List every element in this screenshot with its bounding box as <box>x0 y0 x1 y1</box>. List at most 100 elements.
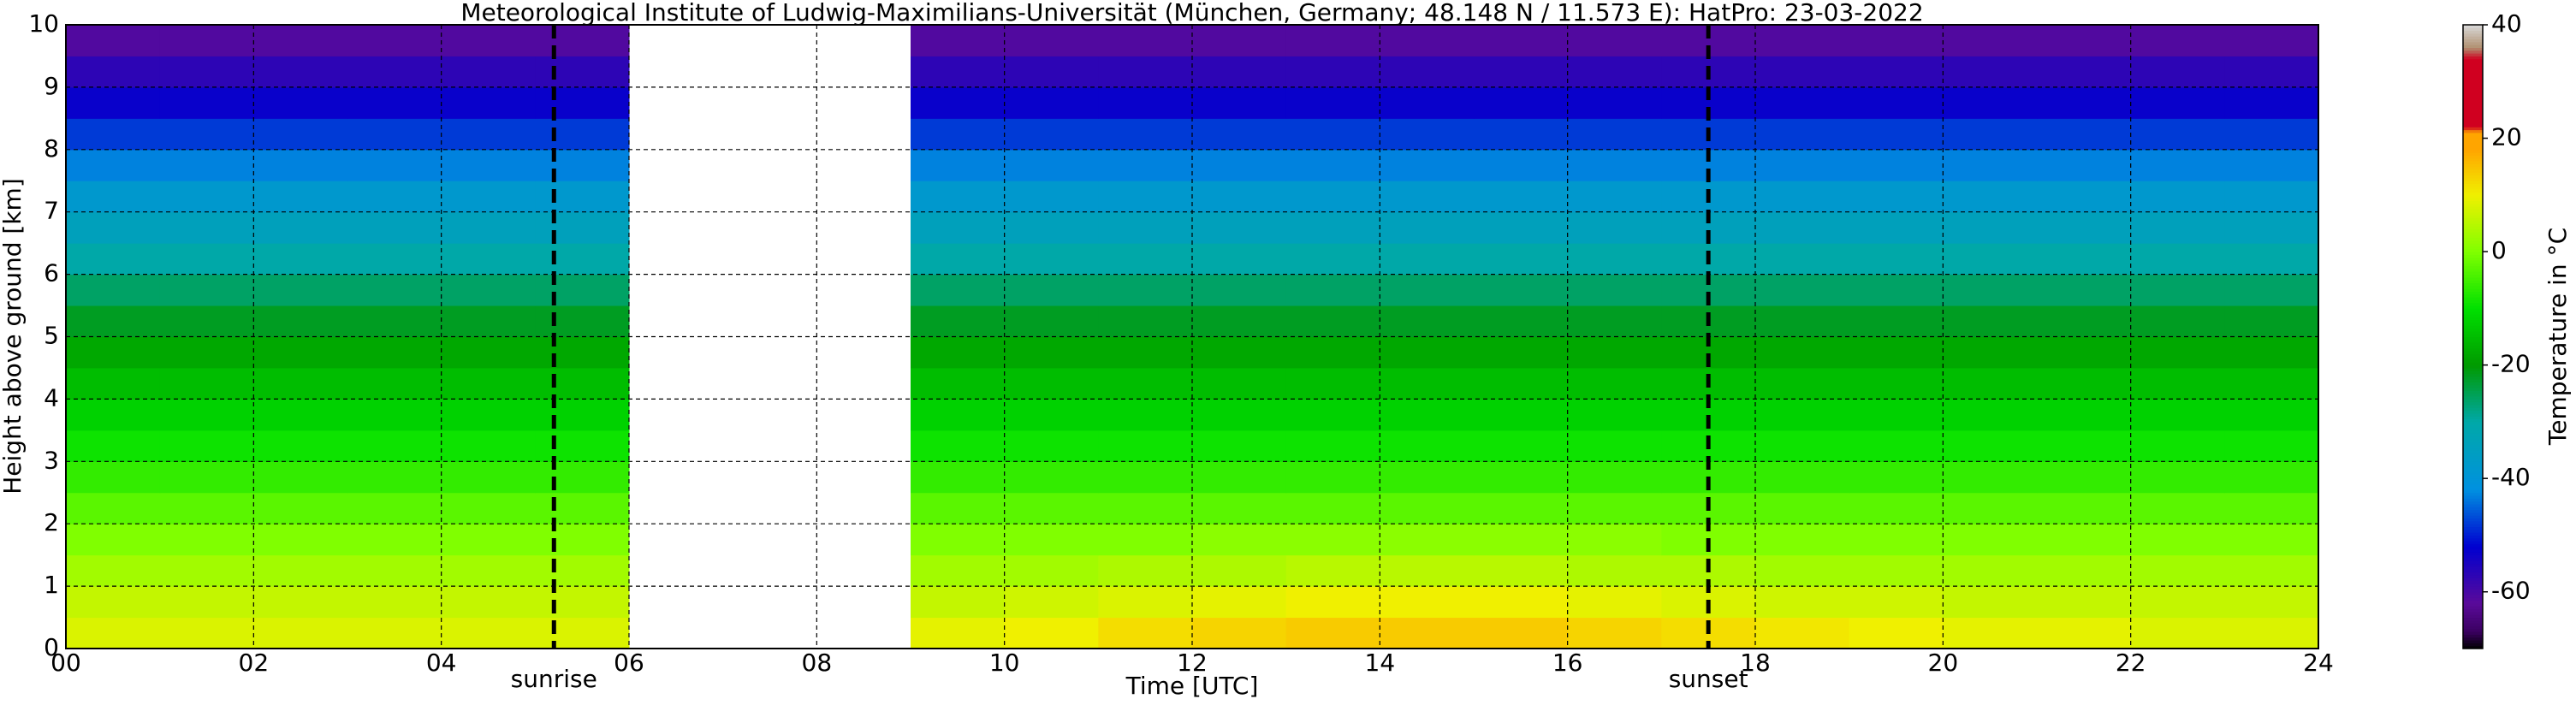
colorbar-segment <box>2463 526 2483 530</box>
heatmap-cell <box>1004 181 1099 213</box>
heatmap-cell <box>1474 149 1569 181</box>
heatmap-cell <box>2037 586 2132 619</box>
heatmap-cell <box>1567 554 1662 587</box>
colorbar-segment <box>2463 461 2483 465</box>
heatmap-cell <box>66 305 161 337</box>
heatmap-cell <box>1380 243 1475 275</box>
colorbar-segment <box>2463 637 2483 641</box>
chart-title: Meteorological Institute of Ludwig-Maxim… <box>460 0 1923 27</box>
heatmap-cell <box>1285 211 1380 244</box>
heatmap-cell <box>2130 56 2225 88</box>
heatmap-cell <box>911 492 1006 524</box>
heatmap-cell <box>1943 617 2038 649</box>
colorbar-segment <box>2463 308 2483 312</box>
heatmap-cell <box>253 617 348 649</box>
heatmap-cell <box>1849 181 1944 213</box>
heatmap-cell <box>1098 554 1193 587</box>
heatmap-cell <box>441 149 536 181</box>
heatmap-cell <box>1285 56 1380 88</box>
heatmap-cell <box>1380 617 1475 649</box>
colorbar-segment <box>2463 441 2483 445</box>
heatmap-cell <box>1474 492 1569 524</box>
colorbar-segment <box>2463 424 2483 429</box>
heatmap-cell <box>159 617 254 649</box>
heatmap-cell <box>441 586 536 619</box>
colorbar-tick-label: -40 <box>2491 463 2531 491</box>
heatmap-cell <box>1474 56 1569 88</box>
heatmap-cell <box>2037 430 2132 462</box>
heatmap-cell <box>159 554 254 587</box>
x-tick-label: 06 <box>614 649 644 677</box>
heatmap-cell <box>1192 56 1287 88</box>
heatmap-cell <box>1098 274 1193 306</box>
colorbar-segment <box>2463 574 2483 578</box>
heatmap-cell <box>1849 524 1944 556</box>
colorbar-segment <box>2463 645 2483 649</box>
heatmap-cell <box>535 118 630 151</box>
heatmap-cell <box>1474 617 1569 649</box>
heatmap-cell <box>1098 492 1193 524</box>
heatmap-cell <box>1943 274 2038 306</box>
heatmap-cell <box>347 336 442 369</box>
heatmap-cell <box>1285 25 1380 56</box>
heatmap-cell <box>66 492 161 524</box>
heatmap-cell <box>535 336 630 369</box>
colorbar-segment <box>2463 30 2483 34</box>
heatmap-cell <box>1755 336 1850 369</box>
colorbar-segment <box>2463 487 2483 490</box>
colorbar-segment <box>2463 595 2483 598</box>
colorbar-segment <box>2463 132 2483 136</box>
colorbar-segment <box>2463 183 2483 187</box>
heatmap-cell <box>159 118 254 151</box>
y-tick-label: 10 <box>28 9 59 38</box>
heatmap-cell <box>2224 554 2319 587</box>
heatmap-cell <box>1192 25 1287 56</box>
heatmap-cell <box>2037 118 2132 151</box>
colorbar-segment <box>2463 549 2483 553</box>
heatmap-cell <box>66 149 161 181</box>
colorbar-segment <box>2463 563 2483 567</box>
heatmap-cell <box>2037 367 2132 400</box>
heatmap-cell <box>2130 336 2225 369</box>
heatmap-cell <box>2037 399 2132 431</box>
colorbar-segment <box>2463 634 2483 638</box>
colorbar-segment <box>2463 359 2483 363</box>
heatmap-cell <box>66 274 161 306</box>
heatmap-cell <box>1004 305 1099 337</box>
colorbar-segment <box>2463 149 2483 153</box>
y-axis-label: Height above ground [km] <box>0 178 27 495</box>
colorbar-segment <box>2463 546 2483 550</box>
heatmap-cell <box>1567 25 1662 56</box>
heatmap-cell <box>1755 399 1850 431</box>
heatmap-cell <box>2130 211 2225 244</box>
heatmap-cell <box>1380 399 1475 431</box>
heatmap-cell <box>1004 118 1099 151</box>
colorbar-segment <box>2463 271 2483 275</box>
heatmap-cell <box>2224 243 2319 275</box>
colorbar-segment <box>2463 177 2483 181</box>
heatmap-cell <box>911 617 1006 649</box>
heatmap-cell <box>1943 86 2038 119</box>
colorbar-segment <box>2463 311 2483 315</box>
colorbar-segment <box>2463 92 2483 97</box>
colorbar-segment <box>2463 53 2483 56</box>
colorbar-segment <box>2463 586 2483 589</box>
heatmap-cell <box>2130 149 2225 181</box>
colorbar-segment <box>2463 39 2483 43</box>
heatmap-cell <box>1004 617 1099 649</box>
heatmap-cell <box>1755 181 1850 213</box>
heatmap-cell <box>2130 492 2225 524</box>
heatmap-cell <box>2037 492 2132 524</box>
colorbar-segment <box>2463 572 2483 576</box>
colorbar-frame <box>2462 24 2484 649</box>
colorbar-tick-label: 0 <box>2491 236 2507 264</box>
heatmap-cell <box>2037 211 2132 244</box>
heatmap-cell <box>159 586 254 619</box>
colorbar-segment <box>2463 330 2483 335</box>
heatmap-cell <box>2224 305 2319 337</box>
heatmap-cell <box>2224 524 2319 556</box>
colorbar-segment <box>2463 157 2483 162</box>
colorbar-segment <box>2463 339 2483 343</box>
